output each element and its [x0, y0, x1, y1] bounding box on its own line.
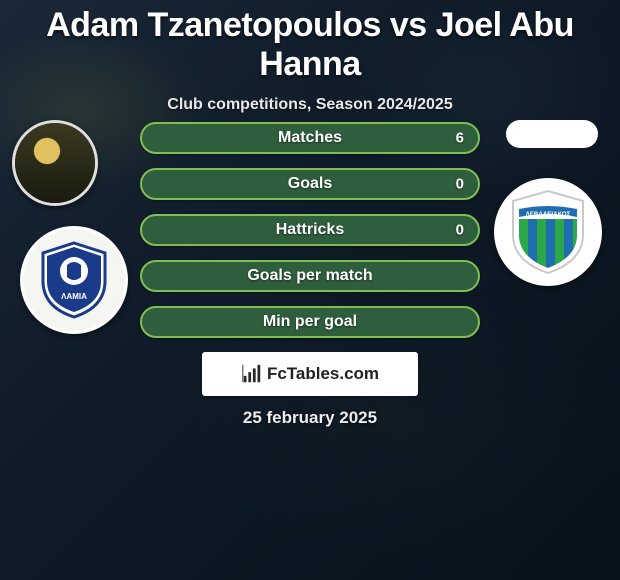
stat-row-goals-per-match: Goals per match [140, 260, 480, 292]
watermark-text: FcTables.com [267, 364, 379, 384]
stat-row-matches: Matches 6 [140, 122, 480, 154]
stat-right-value: 6 [456, 130, 464, 147]
left-player-photo-fill [15, 123, 95, 203]
stat-label: Goals per match [247, 267, 372, 285]
left-club-badge: ΛΑΜΙΑ [20, 226, 128, 334]
watermark-badge: FcTables.com [202, 352, 418, 396]
lamia-crest-icon: ΛΑΜΙΑ [39, 241, 109, 319]
left-player-photo [12, 120, 98, 206]
right-player-column: ΛΕΒΑΔΕΙΑΚΟΣ [500, 120, 610, 286]
content-root: Adam Tzanetopoulos vs Joel Abu Hanna Clu… [0, 0, 620, 580]
svg-text:ΛΑΜΙΑ: ΛΑΜΙΑ [61, 292, 87, 301]
stat-right-value: 0 [456, 176, 464, 193]
right-player-photo-placeholder [506, 120, 598, 148]
svg-text:ΛΕΒΑΔΕΙΑΚΟΣ: ΛΕΒΑΔΕΙΑΚΟΣ [526, 211, 571, 218]
stat-label: Matches [278, 129, 342, 147]
stat-right-value: 0 [456, 222, 464, 239]
left-player-column: ΛΑΜΙΑ [10, 120, 120, 334]
levadiakos-crest-icon: ΛΕΒΑΔΕΙΑΚΟΣ [509, 189, 587, 275]
stat-row-min-per-goal: Min per goal [140, 306, 480, 338]
stat-label: Min per goal [263, 313, 357, 331]
right-club-badge: ΛΕΒΑΔΕΙΑΚΟΣ [494, 178, 602, 286]
stat-row-hattricks: Hattricks 0 [140, 214, 480, 246]
stat-label: Hattricks [276, 221, 344, 239]
page-subtitle: Club competitions, Season 2024/2025 [0, 96, 620, 114]
page-title: Adam Tzanetopoulos vs Joel Abu Hanna [0, 0, 620, 84]
stats-list: Matches 6 Goals 0 Hattricks 0 Goals per … [140, 122, 480, 352]
stat-row-goals: Goals 0 [140, 168, 480, 200]
footer-date: 25 february 2025 [0, 408, 620, 428]
bar-chart-icon [241, 363, 263, 385]
stat-label: Goals [288, 175, 332, 193]
